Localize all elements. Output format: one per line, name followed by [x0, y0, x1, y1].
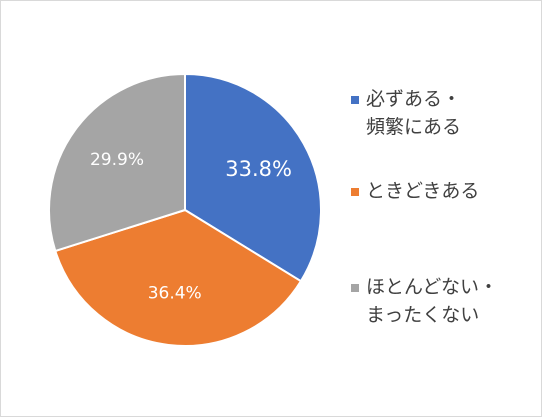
- data-label-rarely: 29.9%: [90, 150, 144, 170]
- pie-slice-frequent: [184, 72, 322, 283]
- data-label-frequent: 33.8%: [225, 157, 292, 181]
- legend-label-rarely-line2: まったくない: [366, 304, 480, 326]
- legend-label-frequent-line2: 頻繁にある: [366, 116, 462, 138]
- legend-swatch-sometimes: [351, 188, 359, 196]
- legend-swatch-rarely: [351, 284, 359, 292]
- data-label-sometimes: 36.4%: [148, 284, 202, 304]
- legend-label-sometimes: ときどきある: [366, 180, 480, 202]
- pie-slice-rarely: [48, 72, 186, 253]
- legend-label-frequent-line1: 必ずある・: [366, 88, 462, 110]
- legend-swatch-frequent: [351, 96, 359, 104]
- pie-slice-sometimes: [54, 208, 303, 347]
- legend-label-rarely-line1: ほとんどない・: [366, 276, 499, 298]
